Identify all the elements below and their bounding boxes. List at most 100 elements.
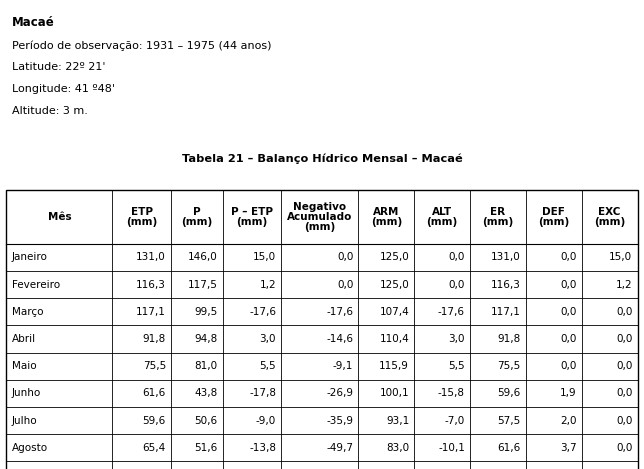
Text: 0,0: 0,0 (616, 307, 632, 317)
Text: 61,6: 61,6 (498, 443, 521, 453)
Text: 0,0: 0,0 (449, 252, 465, 263)
Text: 0,0: 0,0 (616, 388, 632, 399)
Text: 3,0: 3,0 (448, 334, 465, 344)
Text: 117,1: 117,1 (136, 307, 166, 317)
Text: 0,0: 0,0 (616, 416, 632, 426)
Text: 3,0: 3,0 (260, 334, 276, 344)
Text: Latitude: 22º 21': Latitude: 22º 21' (12, 62, 105, 72)
Text: ETP: ETP (131, 207, 153, 217)
Text: 110,4: 110,4 (379, 334, 409, 344)
Text: (mm): (mm) (594, 217, 625, 227)
Text: 75,5: 75,5 (498, 361, 521, 371)
Text: (mm): (mm) (126, 217, 157, 227)
Text: 50,6: 50,6 (194, 416, 218, 426)
Text: ER: ER (491, 207, 506, 217)
Text: 5,5: 5,5 (448, 361, 465, 371)
Text: 131,0: 131,0 (491, 252, 521, 263)
Text: 131,0: 131,0 (136, 252, 166, 263)
Text: 0,0: 0,0 (560, 361, 576, 371)
Text: 15,0: 15,0 (609, 252, 632, 263)
Text: 61,6: 61,6 (142, 388, 166, 399)
Text: 2,0: 2,0 (560, 416, 576, 426)
Text: 107,4: 107,4 (379, 307, 409, 317)
Text: -17,6: -17,6 (249, 307, 276, 317)
Text: DEF: DEF (542, 207, 565, 217)
Text: (mm): (mm) (482, 217, 514, 227)
Text: 0,0: 0,0 (560, 252, 576, 263)
Text: -17,6: -17,6 (438, 307, 465, 317)
Text: Período de observação: 1931 – 1975 (44 anos): Período de observação: 1931 – 1975 (44 a… (12, 41, 271, 51)
Text: Acumulado: Acumulado (287, 212, 352, 222)
Text: 51,6: 51,6 (194, 443, 218, 453)
Text: 5,5: 5,5 (260, 361, 276, 371)
Text: -49,7: -49,7 (327, 443, 354, 453)
Text: Mês: Mês (48, 212, 71, 222)
Text: 91,8: 91,8 (142, 334, 166, 344)
Text: 0,0: 0,0 (337, 252, 354, 263)
Text: 1,2: 1,2 (260, 280, 276, 290)
Text: -14,6: -14,6 (327, 334, 354, 344)
Text: Longitude: 41 º48': Longitude: 41 º48' (12, 84, 115, 94)
Text: Julho: Julho (12, 416, 37, 426)
Text: 91,8: 91,8 (498, 334, 521, 344)
Text: ALT: ALT (432, 207, 452, 217)
Text: 125,0: 125,0 (379, 280, 409, 290)
Text: Negativo: Negativo (293, 202, 346, 212)
Text: Altitude: 3 m.: Altitude: 3 m. (12, 106, 88, 115)
Text: 115,9: 115,9 (379, 361, 409, 371)
Text: 94,8: 94,8 (194, 334, 218, 344)
Bar (6, 190, 638, 469)
Text: 15,0: 15,0 (253, 252, 276, 263)
Text: (mm): (mm) (371, 217, 402, 227)
Text: 116,3: 116,3 (491, 280, 521, 290)
Text: 0,0: 0,0 (616, 334, 632, 344)
Text: 0,0: 0,0 (616, 443, 632, 453)
Text: 99,5: 99,5 (194, 307, 218, 317)
Text: -13,8: -13,8 (249, 443, 276, 453)
Text: (mm): (mm) (426, 217, 458, 227)
Text: (mm): (mm) (181, 217, 213, 227)
Text: 117,1: 117,1 (491, 307, 521, 317)
Text: 65,4: 65,4 (142, 443, 166, 453)
Text: Macaé: Macaé (12, 16, 54, 30)
Text: -10,1: -10,1 (438, 443, 465, 453)
Text: Março: Março (12, 307, 43, 317)
Text: 93,1: 93,1 (386, 416, 409, 426)
Text: 59,6: 59,6 (142, 416, 166, 426)
Text: (mm): (mm) (538, 217, 569, 227)
Text: Abril: Abril (12, 334, 35, 344)
Text: 117,5: 117,5 (187, 280, 218, 290)
Text: 1,2: 1,2 (616, 280, 632, 290)
Text: -17,8: -17,8 (249, 388, 276, 399)
Text: (mm): (mm) (304, 222, 336, 232)
Text: 0,0: 0,0 (449, 280, 465, 290)
Text: 100,1: 100,1 (379, 388, 409, 399)
Text: -9,1: -9,1 (333, 361, 354, 371)
Text: 0,0: 0,0 (337, 280, 354, 290)
Text: 0,0: 0,0 (560, 307, 576, 317)
Text: -26,9: -26,9 (327, 388, 354, 399)
Text: 116,3: 116,3 (136, 280, 166, 290)
Text: Maio: Maio (12, 361, 36, 371)
Text: 125,0: 125,0 (379, 252, 409, 263)
Text: -17,6: -17,6 (327, 307, 354, 317)
Text: -35,9: -35,9 (327, 416, 354, 426)
Text: 0,0: 0,0 (560, 334, 576, 344)
Text: Janeiro: Janeiro (12, 252, 48, 263)
Text: P – ETP: P – ETP (231, 207, 273, 217)
Text: 43,8: 43,8 (194, 388, 218, 399)
Text: (mm): (mm) (236, 217, 267, 227)
Text: -7,0: -7,0 (445, 416, 465, 426)
Text: 57,5: 57,5 (498, 416, 521, 426)
Text: -9,0: -9,0 (256, 416, 276, 426)
Text: 0,0: 0,0 (560, 280, 576, 290)
Text: 3,7: 3,7 (560, 443, 576, 453)
Text: EXC: EXC (598, 207, 621, 217)
Text: 75,5: 75,5 (142, 361, 166, 371)
Text: Fevereiro: Fevereiro (12, 280, 60, 290)
Text: 59,6: 59,6 (498, 388, 521, 399)
Text: Agosto: Agosto (12, 443, 48, 453)
Text: 83,0: 83,0 (386, 443, 409, 453)
Text: 81,0: 81,0 (194, 361, 218, 371)
Text: ARM: ARM (374, 207, 399, 217)
